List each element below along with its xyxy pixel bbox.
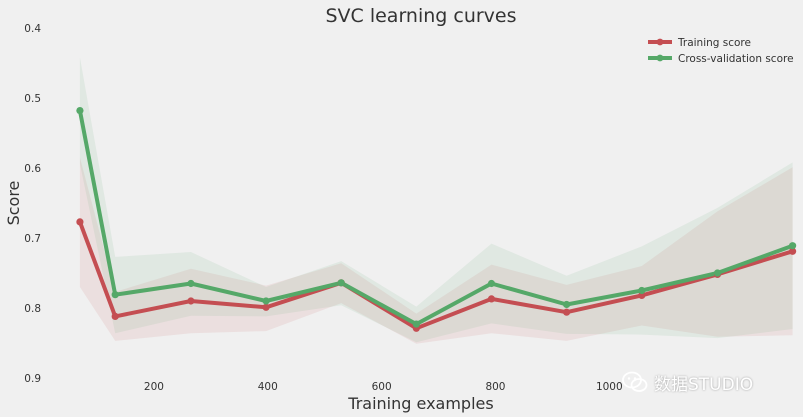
data-point <box>187 297 195 305</box>
x-axis-ticks: 200 400 600 800 1000 <box>144 381 623 393</box>
data-point <box>713 269 722 277</box>
y-axis-label: Score <box>4 181 23 226</box>
x-axis-label: Training examples <box>347 394 493 413</box>
data-point <box>789 247 797 255</box>
data-point <box>111 291 119 299</box>
wechat-icon <box>622 371 648 392</box>
data-point <box>638 286 646 295</box>
data-point <box>111 312 119 320</box>
legend-label: Training score <box>677 37 751 49</box>
data-point <box>487 279 496 288</box>
data-point <box>262 303 270 311</box>
y-tick-label: 0.8 <box>24 303 41 315</box>
data-point <box>76 218 84 226</box>
data-point <box>262 297 270 305</box>
data-point <box>487 295 496 303</box>
legend-marker <box>656 54 664 62</box>
legend: Training score Cross-validation score <box>648 37 794 65</box>
x-tick-label: 1000 <box>596 381 623 393</box>
watermark: 数据STUDIO <box>622 370 754 395</box>
chart-title: SVC learning curves <box>325 5 516 27</box>
legend-marker <box>656 38 664 46</box>
y-tick-label: 0.4 <box>24 23 41 35</box>
watermark-text: 数据STUDIO <box>654 374 754 395</box>
data-point <box>337 279 345 287</box>
data-point <box>563 308 571 316</box>
x-tick-label: 800 <box>485 381 505 393</box>
x-tick-label: 400 <box>258 381 278 393</box>
data-point <box>412 320 420 328</box>
data-point <box>187 279 195 288</box>
y-tick-label: 0.6 <box>24 163 41 175</box>
x-tick-label: 200 <box>144 381 164 393</box>
data-point <box>563 300 571 309</box>
series-points <box>76 107 797 332</box>
legend-label: Cross-validation score <box>678 53 794 65</box>
band-1 <box>79 57 793 343</box>
y-tick-label: 0.9 <box>24 373 41 385</box>
x-tick-label: 600 <box>372 381 392 393</box>
y-tick-label: 0.5 <box>24 93 41 105</box>
data-point <box>789 242 797 250</box>
y-axis-ticks: 0.4 0.5 0.6 0.7 0.8 0.9 <box>24 23 41 385</box>
y-tick-label: 0.7 <box>24 233 41 245</box>
data-point <box>76 107 84 115</box>
